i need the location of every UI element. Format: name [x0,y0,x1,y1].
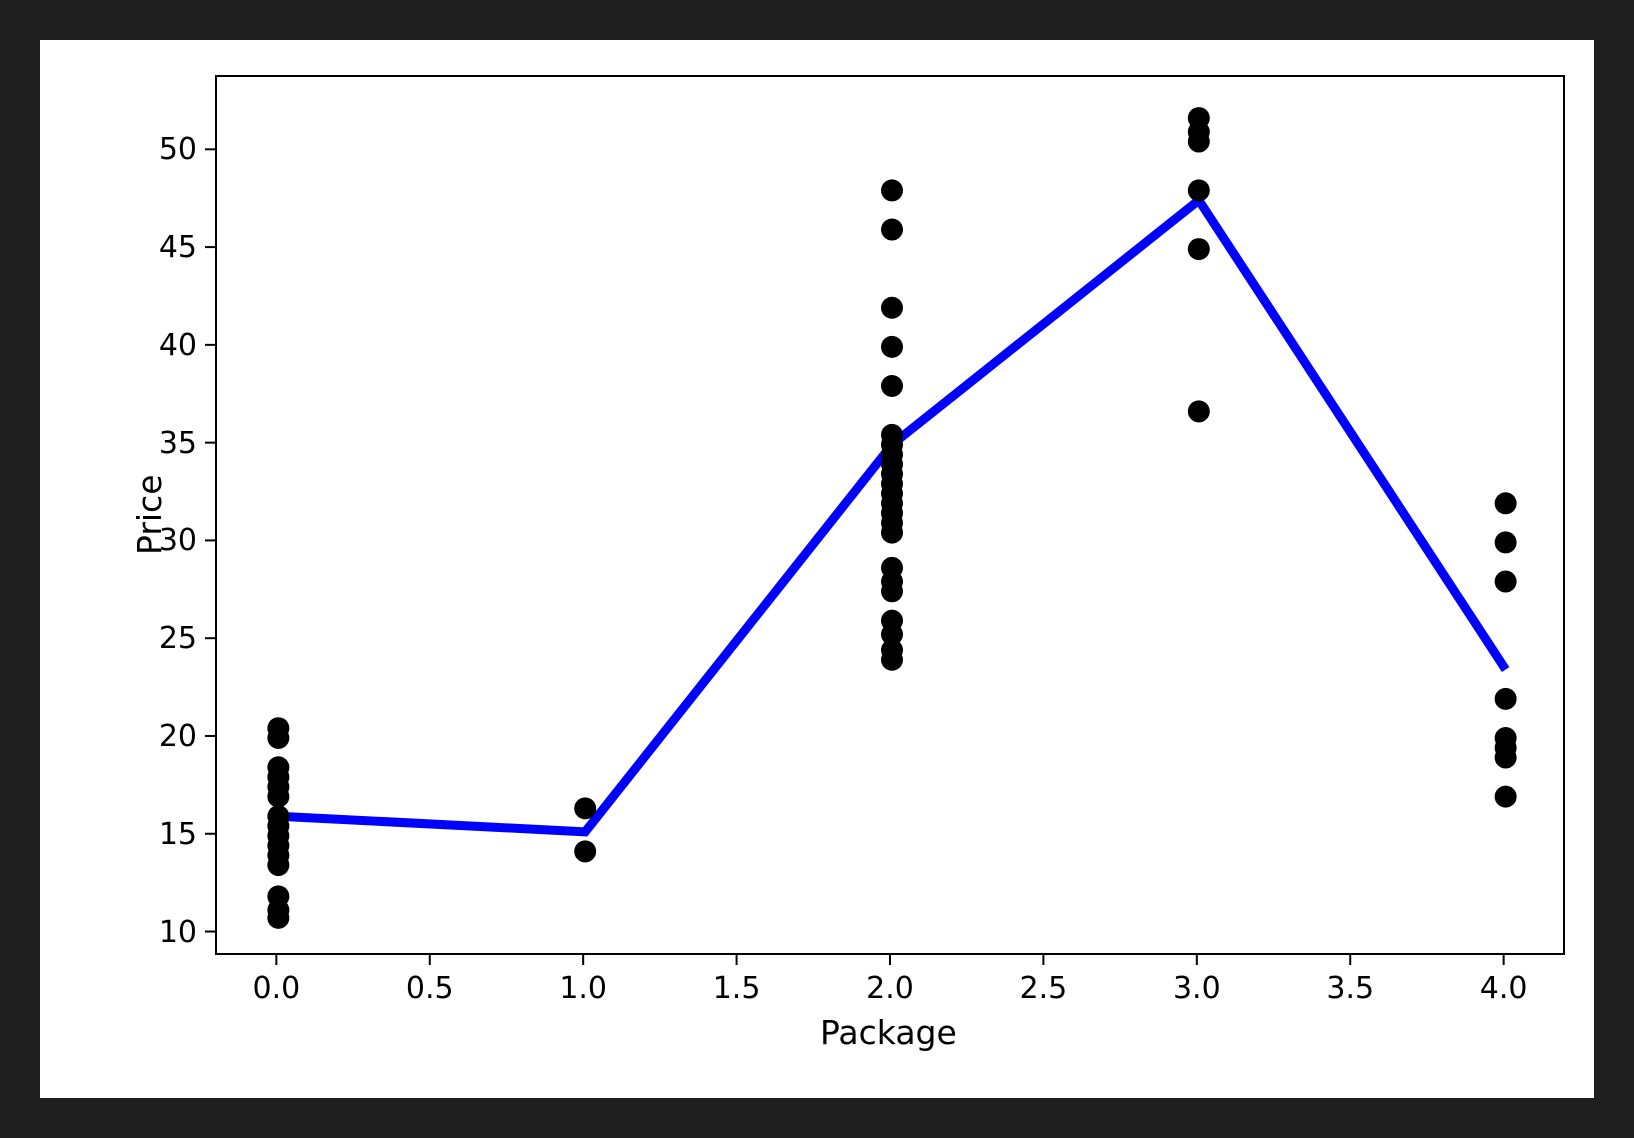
y-tick-label: 15 [159,817,197,852]
y-tick-label: 20 [159,719,197,754]
axes-svg [40,40,1594,1098]
y-tick-label: 35 [159,426,197,461]
x-tick-label: 4.0 [1464,971,1544,1006]
x-tick-label: 0.5 [390,971,470,1006]
y-tick-label: 50 [159,132,197,167]
y-tick-label: 30 [159,523,197,558]
x-tick-label: 1.0 [543,971,623,1006]
y-tick-label: 40 [159,328,197,363]
x-tick-label: 1.5 [697,971,777,1006]
x-tick-label: 2.5 [1003,971,1083,1006]
x-tick-label: 3.5 [1310,971,1390,1006]
x-tick-label: 0.0 [236,971,316,1006]
chart-container: Price Package 0.00.51.01.52.02.53.03.54.… [40,40,1594,1098]
y-tick-label: 25 [159,621,197,656]
y-tick-label: 45 [159,230,197,265]
x-tick-label: 3.0 [1157,971,1237,1006]
x-tick-label: 2.0 [850,971,930,1006]
y-tick-label: 10 [159,915,197,950]
x-axis-label: Package [820,1013,957,1052]
